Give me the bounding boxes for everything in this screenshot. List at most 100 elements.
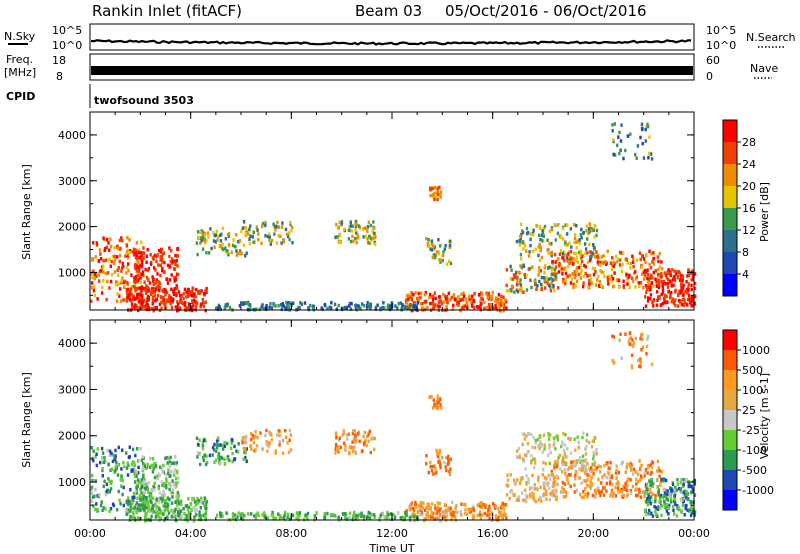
echo-cell <box>620 251 623 255</box>
echo-cell <box>645 270 648 274</box>
echo-cell <box>637 358 640 363</box>
echo-cell <box>124 298 127 302</box>
echo-cell <box>139 447 142 451</box>
echo-cell <box>618 151 621 156</box>
echo-cell <box>690 294 693 299</box>
echo-cell <box>429 506 432 510</box>
echo-cell <box>670 279 674 283</box>
echo-cell <box>335 435 338 440</box>
colorbar-segment <box>723 142 737 164</box>
echo-cell <box>517 446 521 451</box>
echo-cell <box>217 452 221 456</box>
echo-cell <box>515 270 518 275</box>
echo-cell <box>574 284 577 289</box>
echo-cell <box>446 301 449 305</box>
echo-cell <box>118 247 121 251</box>
echo-cell <box>649 265 653 270</box>
echo-cell <box>693 272 697 276</box>
echo-cell <box>337 240 340 245</box>
echo-cell <box>189 502 193 506</box>
echo-cell <box>178 294 182 298</box>
echo-cell <box>93 293 97 298</box>
echo-cell <box>425 236 428 241</box>
echo-cell <box>144 305 147 310</box>
echo-cell <box>539 495 542 500</box>
echo-cell <box>511 493 515 497</box>
echo-cell <box>119 502 122 506</box>
echo-cell <box>572 285 575 290</box>
echo-cell <box>451 500 454 505</box>
echo-cell <box>543 475 547 480</box>
echo-cell <box>640 126 644 131</box>
echo-cell <box>157 472 161 476</box>
echo-cell <box>161 483 164 487</box>
echo-cell <box>277 234 280 238</box>
echo-cell <box>664 273 668 277</box>
echo-cell <box>491 290 494 295</box>
echo-cell <box>543 224 547 229</box>
echo-cell <box>444 243 447 248</box>
echo-cell <box>557 223 560 227</box>
echo-cell <box>419 512 422 516</box>
echo-cell <box>261 447 264 451</box>
echo-cell <box>429 186 432 191</box>
echo-cell <box>657 492 660 497</box>
echo-cell <box>201 235 204 240</box>
echo-cell <box>116 292 119 296</box>
echo-cell <box>679 273 682 278</box>
echo-cell <box>645 252 648 257</box>
echo-cell <box>565 474 568 479</box>
echo-cell <box>658 496 662 500</box>
echo-cell <box>585 438 588 443</box>
echo-cell <box>544 264 547 268</box>
echo-cell <box>667 277 670 282</box>
echo-cell <box>553 267 557 272</box>
echo-cell <box>660 513 663 518</box>
echo-cell <box>351 224 354 228</box>
echo-cell <box>550 251 554 255</box>
echo-cell <box>631 343 634 348</box>
echo-cell <box>140 240 143 245</box>
echo-cell <box>551 260 554 264</box>
echo-cell <box>638 251 642 255</box>
echo-cell <box>281 221 284 225</box>
echo-cell <box>563 482 567 486</box>
echo-cell <box>367 433 370 437</box>
echo-cell <box>284 227 288 232</box>
echo-cell <box>575 251 578 256</box>
echo-cell <box>366 225 370 229</box>
echo-cell <box>693 281 697 286</box>
echo-cell <box>469 300 473 304</box>
echo-cell <box>256 436 259 440</box>
colorbar-segment <box>723 490 737 510</box>
echo-cell <box>650 499 654 504</box>
echo-cell <box>452 510 455 514</box>
echo-cell <box>163 302 166 306</box>
echo-cell <box>99 503 103 508</box>
echo-cell <box>564 223 567 227</box>
echo-cell <box>532 228 535 233</box>
echo-cell <box>244 231 248 236</box>
echo-cell <box>127 496 130 500</box>
echo-cell <box>337 448 340 452</box>
echo-cell <box>502 504 505 509</box>
echo-cell <box>631 254 634 258</box>
echo-cell <box>323 302 326 307</box>
echo-cell <box>553 289 556 293</box>
echo-cell <box>131 447 135 452</box>
echo-cell <box>343 306 346 310</box>
echo-cell <box>448 469 451 474</box>
echo-cell <box>174 507 177 511</box>
echo-cell <box>683 513 686 517</box>
echo-cell <box>423 508 427 512</box>
echo-cell <box>530 491 533 495</box>
echo-cell <box>113 258 117 262</box>
echo-cell <box>253 514 256 518</box>
echo-cell <box>560 266 564 271</box>
echo-cell <box>549 288 553 293</box>
echo-cell <box>158 281 162 285</box>
echo-cell <box>333 302 337 307</box>
echo-cell <box>448 243 452 248</box>
power-colorbar-tick: 24 <box>742 158 756 171</box>
echo-cell <box>586 478 589 482</box>
